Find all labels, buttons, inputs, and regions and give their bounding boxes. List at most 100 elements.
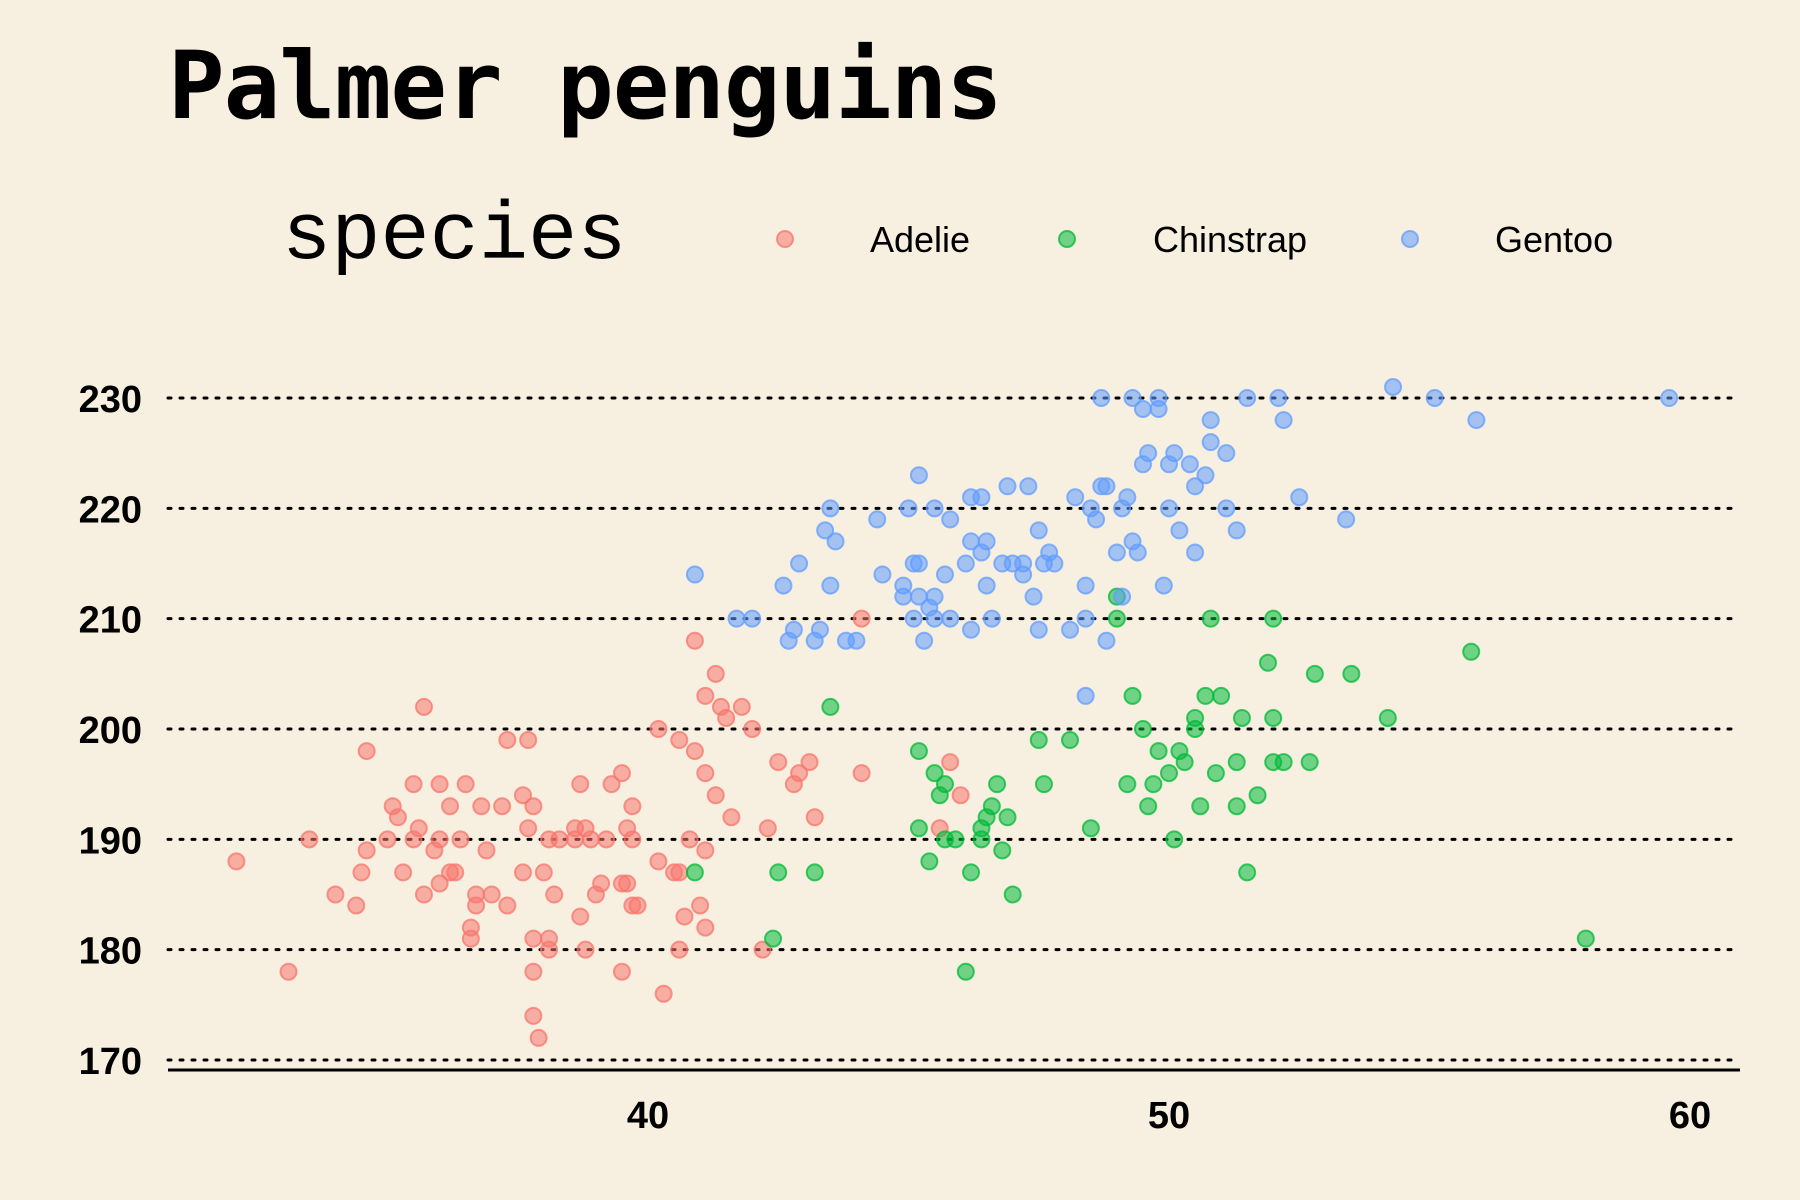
point-gentoo-3: [774, 576, 793, 595]
point-adelie-14: [409, 819, 428, 838]
point-gentoo-16: [873, 565, 892, 584]
point-gentoo-34: [962, 620, 981, 639]
point-gentoo-94: [1467, 411, 1486, 430]
point-adelie-69: [680, 830, 699, 849]
point-chinstrap-2: [769, 863, 788, 882]
point-gentoo-65: [1118, 488, 1137, 507]
point-gentoo-18: [894, 587, 913, 606]
point-gentoo-41: [982, 609, 1001, 628]
point-gentoo-8: [810, 620, 829, 639]
point-adelie-10: [388, 808, 407, 827]
point-chinstrap-19: [988, 775, 1007, 794]
point-chinstrap-41: [1191, 797, 1210, 816]
point-adelie-4: [347, 896, 366, 915]
point-chinstrap-51: [1258, 653, 1277, 672]
point-adelie-84: [790, 764, 809, 783]
point-adelie-0: [227, 852, 246, 871]
point-gentoo-47: [1029, 521, 1048, 540]
point-gentoo-70: [1139, 444, 1158, 463]
point-gentoo-84: [1217, 499, 1236, 518]
point-chinstrap-57: [1305, 664, 1324, 683]
point-adelie-33: [498, 896, 517, 915]
point-chinstrap-21: [998, 808, 1017, 827]
point-chinstrap-42: [1196, 686, 1215, 705]
point-adelie-70: [685, 631, 704, 650]
point-gentoo-28: [925, 587, 944, 606]
point-gentoo-99: [1123, 389, 1142, 407]
point-chinstrap-47: [1227, 797, 1246, 816]
point-chinstrap-59: [1378, 708, 1397, 727]
chart-title: Palmer penguins: [168, 32, 1003, 141]
point-gentoo-80: [1186, 543, 1205, 562]
point-chinstrap-8: [925, 764, 944, 783]
point-adelie-101: [534, 863, 553, 882]
point-adelie-56: [602, 775, 621, 794]
point-gentoo-40: [977, 576, 996, 595]
point-adelie-103: [732, 697, 751, 716]
point-adelie-8: [378, 830, 397, 849]
point-gentoo-48: [1029, 620, 1048, 639]
point-adelie-98: [706, 786, 725, 805]
point-chinstrap-40: [1186, 708, 1205, 727]
point-gentoo-62: [1107, 543, 1126, 562]
point-gentoo-86: [1227, 521, 1246, 540]
point-adelie-71: [691, 896, 710, 915]
y-tick-label-210: 210: [79, 600, 142, 642]
point-adelie-92: [649, 852, 668, 871]
point-chinstrap-27: [1107, 609, 1126, 628]
point-chinstrap-38: [1175, 753, 1194, 772]
point-adelie-41: [529, 1028, 548, 1047]
point-chinstrap-60: [1462, 642, 1481, 661]
point-adelie-93: [612, 764, 631, 783]
point-adelie-100: [670, 731, 689, 750]
point-gentoo-10: [821, 499, 840, 518]
point-adelie-46: [550, 830, 569, 849]
point-chinstrap-33: [1144, 775, 1163, 794]
point-gentoo-23: [909, 466, 928, 485]
point-adelie-88: [852, 609, 871, 628]
point-adelie-22: [446, 863, 465, 882]
point-adelie-96: [571, 907, 590, 926]
point-adelie-19: [430, 830, 449, 849]
x-tick-label-40: 40: [627, 1095, 669, 1137]
point-gentoo-96: [998, 477, 1017, 496]
point-gentoo-79: [1186, 477, 1205, 496]
point-gentoo-53: [1066, 488, 1085, 507]
point-adelie-62: [628, 896, 647, 915]
point-gentoo-76: [1165, 444, 1184, 463]
point-chinstrap-3: [805, 863, 824, 882]
point-gentoo-82: [1201, 433, 1220, 452]
point-gentoo-5: [784, 620, 803, 639]
point-gentoo-21: [904, 609, 923, 628]
point-gentoo-72: [1149, 389, 1168, 407]
point-chinstrap-34: [1149, 742, 1168, 761]
point-adelie-86: [805, 808, 824, 827]
point-adelie-24: [456, 775, 475, 794]
point-adelie-104: [513, 863, 532, 882]
point-chinstrap-32: [1139, 797, 1158, 816]
point-chinstrap-24: [1034, 775, 1053, 794]
point-chinstrap-18: [982, 797, 1001, 816]
point-chinstrap-14: [962, 863, 981, 882]
point-adelie-73: [696, 841, 715, 860]
point-adelie-28: [467, 885, 486, 904]
point-adelie-11: [394, 863, 413, 882]
legend-keys: [776, 230, 1419, 248]
point-adelie-85: [800, 753, 819, 772]
point-adelie-1: [279, 962, 298, 981]
point-chinstrap-58: [1342, 664, 1361, 683]
point-adelie-80: [753, 940, 772, 959]
point-adelie-43: [540, 929, 559, 948]
point-gentoo-85: [1217, 444, 1236, 463]
point-gentoo-45: [1019, 477, 1038, 496]
y-axis: 170 180 190 200 210 220 230: [79, 379, 142, 1083]
point-gentoo-87: [1238, 389, 1257, 407]
point-gentoo-39: [977, 532, 996, 551]
point-adelie-55: [597, 830, 616, 849]
point-adelie-31: [482, 885, 501, 904]
point-chinstrap-30: [1123, 686, 1142, 705]
point-gentoo-74: [1160, 499, 1178, 518]
point-gentoo-15: [868, 510, 887, 529]
point-adelie-2: [300, 830, 319, 849]
point-adelie-67: [670, 863, 689, 882]
